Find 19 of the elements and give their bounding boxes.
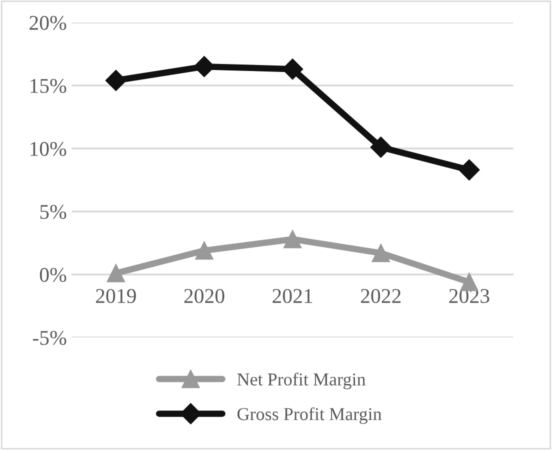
y-tick-label: 20% bbox=[30, 16, 66, 30]
y-tick-label: -5% bbox=[32, 330, 66, 345]
point bbox=[372, 244, 390, 262]
x-tick-label: 2022 bbox=[360, 288, 401, 304]
point bbox=[195, 242, 214, 260]
point bbox=[284, 230, 302, 248]
legend-label: Net Profit Margin bbox=[237, 372, 366, 390]
point bbox=[105, 70, 126, 91]
y-tick-label: 15% bbox=[30, 78, 66, 93]
point bbox=[370, 136, 392, 158]
x-tick-label: 2020 bbox=[184, 288, 224, 304]
point bbox=[458, 159, 480, 180]
y-tick-label: 5% bbox=[40, 204, 66, 219]
y-tick-label: 0% bbox=[40, 268, 66, 282]
y-tick-label: 10% bbox=[30, 142, 66, 156]
x-tick-label: 2021 bbox=[272, 288, 312, 304]
legend-label: Gross Profit Margin bbox=[237, 407, 382, 424]
x-tick-label: 2019 bbox=[96, 288, 136, 304]
point bbox=[106, 264, 125, 282]
